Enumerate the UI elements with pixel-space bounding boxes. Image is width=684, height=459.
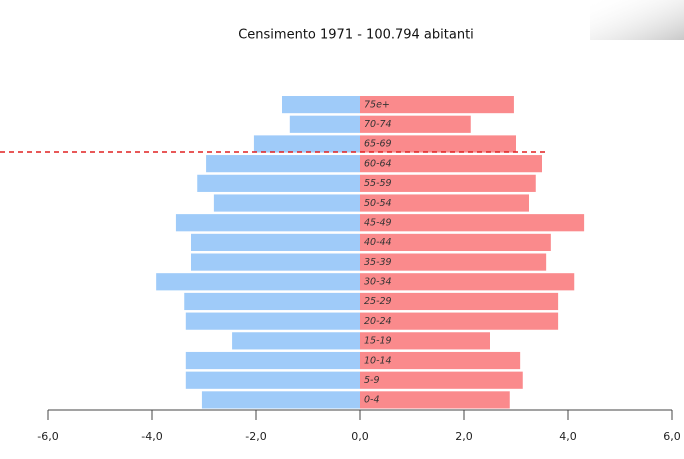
x-tick-label: -4,0	[141, 430, 162, 443]
bar	[360, 312, 559, 330]
x-tick-label: 6,0	[663, 430, 681, 443]
bar	[360, 292, 559, 311]
bar	[213, 194, 360, 212]
category-label: 60-64	[364, 158, 392, 169]
bar	[360, 155, 542, 173]
bar	[253, 135, 360, 153]
category-label: 75e+	[364, 99, 390, 110]
bar	[360, 214, 585, 232]
chart-title: Censimento 1971 - 100.794 abitanti	[238, 28, 474, 43]
category-label: 35-39	[364, 257, 392, 268]
bar	[360, 233, 551, 251]
bar	[282, 96, 360, 114]
bar	[184, 292, 360, 311]
category-label: 0-4	[364, 395, 380, 406]
bar	[191, 253, 360, 271]
bar	[185, 371, 360, 389]
corner-shade	[590, 0, 684, 40]
category-label: 30-34	[364, 277, 392, 288]
bar	[197, 174, 360, 192]
category-label: 70-74	[364, 119, 392, 130]
category-label: 55-59	[364, 178, 392, 189]
x-tick-label: 2,0	[455, 430, 473, 443]
category-label: 10-14	[364, 355, 392, 366]
bar	[201, 391, 360, 409]
category-label: 15-19	[364, 336, 392, 347]
bar	[360, 194, 529, 212]
x-tick-label: 0,0	[351, 430, 369, 443]
bar	[360, 174, 536, 192]
bar	[360, 332, 490, 350]
bar	[232, 332, 360, 350]
x-tick-label: -6,0	[37, 430, 58, 443]
category-label: 20-24	[364, 316, 392, 327]
bar	[156, 273, 360, 291]
bar	[289, 115, 360, 133]
category-label: 65-69	[364, 139, 392, 150]
bar	[360, 135, 516, 153]
bar	[185, 351, 360, 370]
bar	[206, 155, 360, 173]
category-label: 25-29	[364, 296, 392, 307]
bar	[360, 371, 523, 389]
bar	[191, 233, 360, 251]
bar	[360, 351, 521, 370]
category-label: 45-49	[364, 217, 392, 228]
x-tick-label: -2,0	[245, 430, 266, 443]
category-label: 5-9	[364, 375, 380, 386]
category-label: 50-54	[364, 198, 392, 209]
bar	[360, 253, 547, 271]
bar	[185, 312, 360, 330]
bar	[360, 273, 575, 291]
category-label: 40-44	[364, 237, 392, 248]
bar	[175, 214, 360, 232]
bar	[360, 115, 471, 133]
x-tick-label: 4,0	[559, 430, 577, 443]
bar	[360, 96, 514, 114]
bar	[360, 391, 510, 409]
